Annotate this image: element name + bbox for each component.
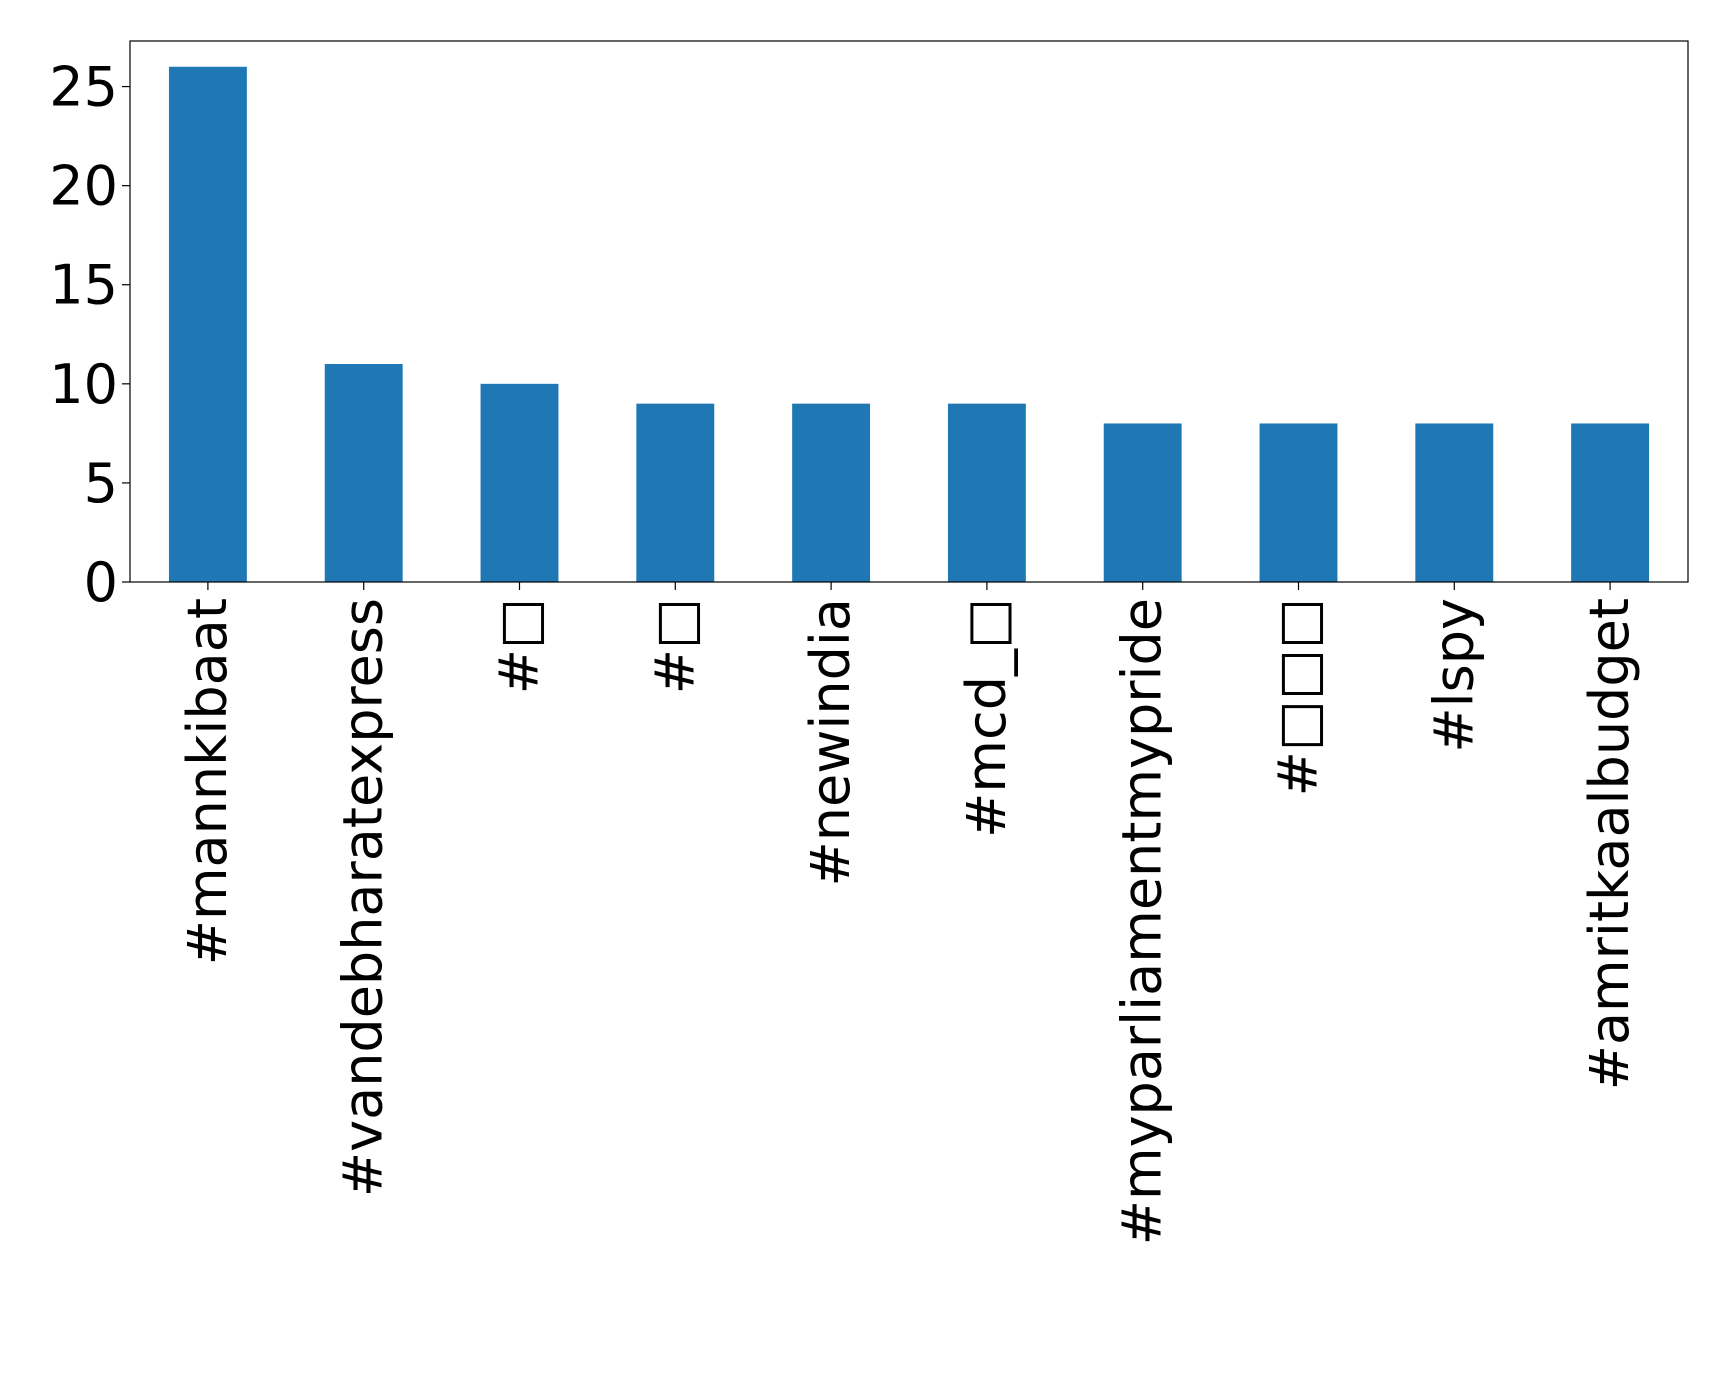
bar <box>1103 423 1182 582</box>
y-tick-label: 5 <box>84 452 118 515</box>
y-tick-label: 0 <box>84 551 118 614</box>
bar <box>1415 423 1494 582</box>
x-tick-label: #mcd_□ <box>955 598 1018 838</box>
x-tick-label: #newindia <box>799 598 862 886</box>
x-tick-label: #mannkibaat <box>176 598 239 965</box>
bar <box>636 403 715 582</box>
plot-frame <box>129 40 1689 583</box>
bar <box>947 403 1026 582</box>
x-tick-label: #□ <box>488 598 551 694</box>
x-tick-label: #myparliamentmypride <box>1111 598 1174 1245</box>
y-tick-label: 10 <box>49 353 118 416</box>
x-tick-label: #lspy <box>1422 598 1485 753</box>
bars-layer <box>168 66 1650 582</box>
x-axis: #mannkibaat #vandebharatexpress #□ #□ #newin… <box>176 582 1641 1245</box>
bar <box>324 364 403 582</box>
bar <box>168 66 247 582</box>
y-tick-label: 25 <box>49 56 118 119</box>
x-tick-label: #amritkaalbudget <box>1578 598 1641 1090</box>
y-tick-label: 20 <box>49 155 118 218</box>
x-tick-label: #vandebharatexpress <box>332 598 395 1197</box>
bar <box>1259 423 1338 582</box>
bar <box>792 403 871 582</box>
x-tick-label: #□□□ <box>1267 598 1330 796</box>
bar <box>1571 423 1650 582</box>
y-tick-label: 15 <box>49 254 118 317</box>
y-axis: 0 5 10 15 20 25 <box>49 56 130 614</box>
x-tick-label: #□ <box>643 598 706 694</box>
bar <box>480 383 559 582</box>
